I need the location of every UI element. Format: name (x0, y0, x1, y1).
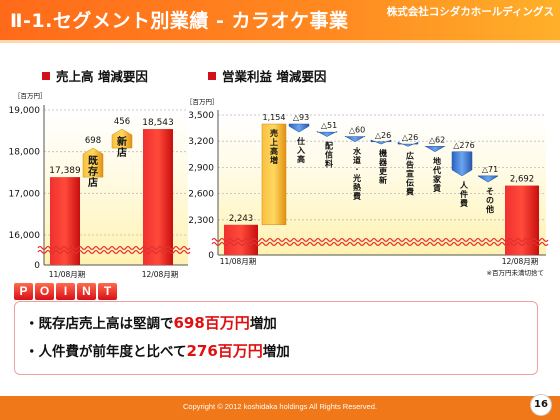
axis-break-wave (37, 249, 191, 255)
axis-break-wave (37, 245, 191, 251)
factor-arrow (111, 128, 133, 149)
page-number: 16 (530, 394, 552, 416)
axis-break-wave (211, 237, 549, 243)
step-value-label: △60 (349, 126, 365, 135)
y-tick-label: 2,300 (188, 216, 214, 226)
y-tick-label: 0 (34, 261, 40, 271)
bullet-square-icon (42, 72, 50, 80)
step-label: 水道･光熱費 (352, 146, 362, 201)
step-label: その他 (485, 187, 494, 214)
profit-chart-title: 営業利益 増減要因 (222, 69, 327, 84)
profit-chart-heading: 営業利益 増減要因 (208, 66, 326, 85)
point-letter: O (35, 283, 54, 300)
point-letter: P (14, 283, 33, 300)
x-tick-label: 12/08月期 (502, 257, 539, 266)
decrease-arrow (288, 123, 310, 133)
x-tick-label: 11/08月期 (49, 270, 86, 279)
step-value-label: △26 (402, 133, 418, 142)
step-label: 地代家賃 (432, 156, 442, 193)
bar-value-label: 18,543 (142, 118, 174, 128)
y-tick-label: 3,200 (188, 137, 214, 147)
bar-value-label: 2,243 (229, 214, 253, 224)
y-tick-label: 2,900 (188, 163, 214, 173)
bar-value-label: 2,692 (510, 175, 534, 185)
factor-label: 既存店 (88, 155, 98, 189)
axis-break-wave (211, 241, 549, 247)
step-label: 機器更新 (378, 148, 388, 185)
step-value-label: 1,154 (263, 113, 286, 122)
end-bar (505, 185, 539, 255)
step-label: 配信料 (325, 142, 333, 169)
increase-bar (261, 123, 287, 226)
footnote: ※百万円未満切捨て (487, 268, 544, 277)
decrease-arrow (344, 135, 366, 143)
y-tick-label: 19,000 (9, 106, 41, 116)
y-tick-label: 16,000 (9, 231, 41, 241)
step-label: 広告宣伝費 (406, 150, 414, 196)
y-tick-label: 3,500 (188, 111, 214, 121)
decrease-arrow (424, 145, 446, 153)
step-value-label: △93 (293, 113, 309, 122)
header-shadow (0, 40, 560, 43)
point-letter: T (98, 283, 117, 300)
factor-value-label: 456 (114, 117, 130, 127)
step-label: 人件費 (460, 180, 469, 208)
step-value-label: △26 (375, 131, 391, 140)
point-line-2: ・人件費が前年度と比べて276百万円増加 (25, 340, 290, 361)
page-title: Ⅱ-1.セグメント別業績 - カラオケ事業 (10, 10, 349, 32)
point-letter: I (56, 283, 75, 300)
step-label: 仕入高 (296, 136, 305, 164)
point-highlight: 276百万円 (186, 342, 263, 360)
decrease-arrow (451, 151, 473, 177)
sales-chart-title: 売上高 増減要因 (56, 69, 148, 84)
decrease-arrow (316, 130, 338, 137)
point-text: ・人件費が前年度と比べて (25, 344, 187, 360)
factor-value-label: 698 (85, 136, 101, 146)
x-tick-label: 12/08月期 (142, 270, 179, 279)
point-box: ・既存店売上高は堅調で698百万円増加 ・人件費が前年度と比べて276百万円増加 (14, 301, 538, 375)
bullet-square-icon (208, 72, 216, 80)
start-bar (224, 224, 258, 255)
point-text: 増加 (262, 344, 290, 360)
factor-arrow (82, 147, 104, 178)
step-value-label: △62 (429, 135, 445, 144)
point-text: 増加 (249, 316, 277, 332)
y-unit-label: ［百万円］ (186, 98, 219, 106)
decrease-arrow (397, 141, 419, 147)
company-name: 株式会社コシダカホールディングス (386, 6, 554, 18)
step-value-label: △51 (321, 121, 337, 130)
decrease-arrow (477, 175, 499, 183)
bar (143, 129, 173, 265)
y-tick-label: 18,000 (9, 148, 41, 158)
step-value-label: △71 (482, 165, 498, 174)
sales-chart-heading: 売上高 増減要因 (42, 66, 148, 85)
y-tick-label: 17,000 (9, 189, 41, 199)
copyright: Copyright © 2012 koshidaka holdings All … (183, 402, 377, 411)
point-highlight: 698百万円 (173, 314, 250, 332)
bar-value-label: 17,389 (49, 166, 81, 176)
factor-label: 新店 (117, 135, 127, 159)
point-letter: N (77, 283, 96, 300)
x-tick-label: 11/08月期 (220, 257, 257, 266)
decrease-arrow (370, 139, 392, 145)
y-tick-label: 2,600 (188, 190, 214, 200)
y-tick-label: 0 (208, 251, 214, 261)
y-unit-label: ［百万円］ (14, 92, 47, 100)
footer-bar: Copyright © 2012 koshidaka holdings All … (0, 396, 560, 420)
point-text: ・既存店売上高は堅調で (25, 316, 174, 332)
step-value-label: △276 (453, 141, 474, 150)
point-line-1: ・既存店売上高は堅調で698百万円増加 (25, 312, 277, 333)
step-label: 売上高増 (270, 128, 278, 165)
header-bar: Ⅱ-1.セグメント別業績 - カラオケ事業 株式会社コシダカホールディングス (0, 0, 560, 40)
